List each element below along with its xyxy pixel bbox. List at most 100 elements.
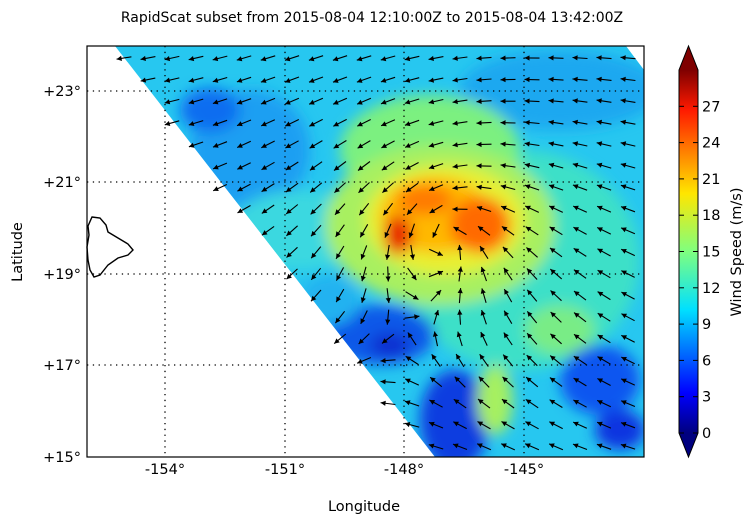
wind-arrow-head — [573, 400, 579, 405]
wind-arrow-head — [597, 378, 603, 384]
wind-arrow-head — [502, 376, 508, 383]
wind-arrow-head — [286, 252, 292, 258]
wind-arrow-head — [620, 55, 626, 61]
wind-arrow-head — [573, 227, 579, 232]
wind-arrow-head — [500, 98, 506, 104]
wind-arrow-head — [431, 354, 437, 360]
wind-arrow-head — [596, 119, 602, 125]
wind-arrow-head — [404, 77, 411, 83]
wind-arrow-head — [236, 99, 243, 105]
wind-arrow-head — [237, 164, 243, 170]
wind-arrow-head — [550, 312, 556, 318]
wind-arrow-head — [524, 162, 531, 168]
wind-arrow-head — [457, 266, 463, 272]
wind-arrow-head — [597, 400, 603, 405]
wind-arrow-head — [573, 378, 580, 383]
wind-arrow-head — [236, 56, 243, 62]
wind-arrow-head — [621, 421, 627, 427]
colorbar-tick-label: 6 — [702, 353, 711, 369]
colorbar-extend-min — [679, 433, 698, 457]
wind-arrow-head — [188, 77, 195, 83]
wind-arrow-head — [405, 356, 412, 362]
wind-arrow-head — [572, 55, 578, 61]
wind-arrow-head — [429, 421, 435, 427]
wind-arrow-head — [476, 77, 482, 83]
wind-arrow-head — [597, 205, 603, 211]
wind-arrow-head — [404, 121, 411, 127]
wind-arrow-head — [428, 164, 435, 170]
wind-arrow-head — [457, 244, 463, 251]
wind-arrow-head — [286, 273, 292, 280]
wind-arrow-head — [286, 208, 292, 214]
wind-arrow-head — [596, 141, 603, 147]
wind-arrow-head — [334, 338, 340, 344]
wind-arrow-head — [620, 98, 626, 104]
wind-arrow-head — [432, 331, 438, 337]
wind-arrow-head — [550, 355, 556, 361]
wind-arrow-head — [428, 55, 434, 61]
wind-arrow-head — [574, 334, 580, 340]
wind-arrow-head — [437, 270, 443, 276]
wind-arrow-head — [385, 319, 391, 325]
wind-arrow-head — [358, 187, 364, 193]
wind-arrow-head — [164, 56, 171, 62]
wind-arrow-head — [188, 99, 195, 105]
wind-arrow-head — [574, 291, 580, 297]
wind-arrow-head — [380, 56, 387, 62]
wind-arrow-head — [478, 226, 484, 232]
wind-arrow-head — [501, 443, 507, 449]
wind-arrow-head — [260, 78, 267, 83]
wind-arrow-head — [501, 226, 508, 232]
colorbar-tick-label: 12 — [702, 281, 720, 297]
wind-arrow-head — [380, 379, 386, 385]
wind-arrow-head — [621, 227, 627, 233]
wind-arrow-head — [476, 163, 482, 169]
wind-arrow-head — [285, 143, 292, 148]
wind-arrow-head — [212, 99, 219, 105]
wind-arrow-head — [621, 205, 627, 211]
wind-arrow-head — [452, 99, 458, 105]
wind-arrow-head — [550, 248, 556, 253]
wind-arrow-head — [409, 254, 415, 260]
wind-arrow-head — [358, 165, 364, 171]
wind-arrow-head — [356, 56, 363, 62]
wind-arrow-head — [336, 296, 341, 303]
wind-arrow-head — [548, 76, 554, 82]
graticule — [87, 46, 644, 457]
wind-arrow-head — [309, 99, 315, 105]
y-axis-ticks: +23° +21° +19° +17° +15° — [43, 84, 81, 466]
wind-arrow-head — [500, 120, 506, 126]
wind-arrow-head — [116, 55, 122, 61]
x-axis-label: Longitude — [328, 499, 400, 515]
y-tick-label: +15° — [43, 450, 81, 466]
wind-arrow-head — [381, 143, 387, 148]
wind-arrow-head — [261, 165, 268, 170]
wind-arrow-head — [428, 77, 435, 83]
wind-arrow-head — [164, 77, 171, 83]
map-title: RapidScat subset from 2015-08-04 12:10:0… — [121, 10, 623, 26]
wind-arrow-head — [360, 231, 365, 238]
wind-arrow-head — [621, 292, 627, 297]
wind-arrow-head — [480, 310, 486, 316]
wind-arrow-head — [285, 78, 291, 83]
wind-arrow-head — [573, 356, 580, 362]
wind-arrow-head — [333, 121, 339, 127]
wind-arrow-head — [381, 165, 388, 171]
wind-arrow-head — [452, 185, 458, 191]
wind-arrow-head — [335, 317, 341, 324]
wind-arrow-head — [309, 143, 316, 149]
wind-arrow-head — [549, 377, 556, 383]
wind-arrow-head — [456, 354, 461, 360]
wind-arrow-head — [476, 141, 482, 148]
wind-arrow-head — [550, 290, 556, 296]
y-tick-label: +23° — [43, 84, 81, 100]
wind-arrow-head — [620, 76, 626, 82]
wind-vectors — [116, 55, 636, 451]
wind-arrow-head — [501, 399, 508, 405]
wind-arrow-head — [500, 184, 507, 190]
wind-arrow-head — [572, 76, 578, 82]
wind-arrow-head — [212, 77, 219, 83]
wind-arrow-head — [333, 78, 339, 83]
wind-arrow-head — [284, 56, 291, 62]
